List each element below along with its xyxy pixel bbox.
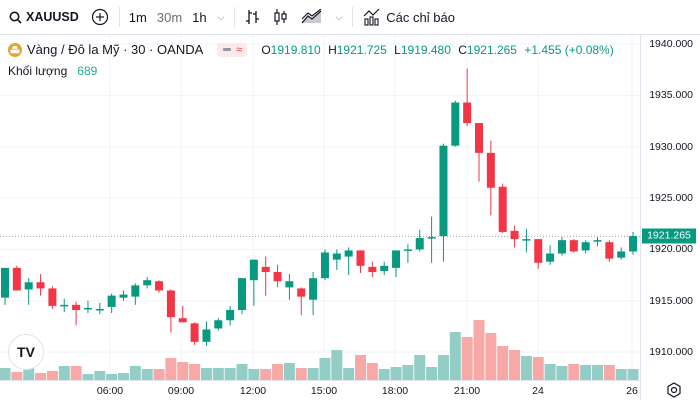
area-chart-type-button[interactable] <box>295 0 329 34</box>
price-axis-label: 1920.000 <box>649 243 693 256</box>
ohlc-values: O1919.810 H1921.725 L1919.480 C1921.265 … <box>261 43 617 57</box>
close-value: 1921.265 <box>466 42 517 57</box>
price-axis-label: 1940.000 <box>649 38 693 50</box>
price-axis-label: 1930.000 <box>649 140 693 153</box>
chevron-down-icon: ⌵ <box>335 11 343 22</box>
price-axis-label: 1910.000 <box>649 346 693 359</box>
open-key: O <box>261 42 271 57</box>
low-value: 1919.480 <box>400 42 451 57</box>
divider <box>234 7 236 27</box>
volume-label[interactable]: Khối lượng <box>8 64 68 78</box>
timeframe-1m[interactable]: 1m <box>124 0 152 34</box>
price-chart-canvas[interactable] <box>0 35 640 380</box>
candles-icon <box>274 9 288 25</box>
divider <box>352 7 354 27</box>
symbol-name: XAUUSD <box>26 10 79 24</box>
price-axis-label: 1925.000 <box>649 192 693 205</box>
price-axis-label: 1915.000 <box>649 294 693 307</box>
timeframe-1h[interactable]: 1h <box>187 0 211 34</box>
open-value: 1919.810 <box>270 42 321 57</box>
volume-legend: Khối lượng 689 <box>8 64 97 78</box>
time-axis[interactable]: 06:00 09:00 12:00 15:00 18:00 21:00 24 26 <box>0 380 640 401</box>
timeframe-label: 1h <box>192 9 207 25</box>
high-value: 1921.725 <box>336 42 387 57</box>
data-delayed-icon: ≈ <box>236 43 243 56</box>
bars-icon <box>246 10 260 24</box>
timeframe-label: 30m <box>156 9 183 25</box>
series-title[interactable]: Vàng / Đô la Mỹ · 30 · OANDA <box>27 42 204 57</box>
search-icon <box>9 11 22 24</box>
symbol-search-button[interactable]: XAUUSD <box>0 0 85 34</box>
price-axis[interactable]: 1921.265 1940.000 1935.000 1930.000 1925.00… <box>640 35 700 400</box>
divider <box>118 7 120 27</box>
time-axis-label: 24 <box>532 385 544 397</box>
price-axis-label: 1935.000 <box>649 89 693 102</box>
indicators-button[interactable]: Các chỉ báo <box>357 0 461 34</box>
high-key: H <box>328 42 337 57</box>
time-axis-label: 21:00 <box>453 385 481 397</box>
candles-chart-type-button[interactable] <box>267 0 295 34</box>
volume-value: 689 <box>77 64 98 78</box>
settings-gear-icon[interactable] <box>666 382 682 398</box>
area-chart-icon <box>301 9 322 24</box>
timeframe-30m[interactable]: 30m <box>152 0 187 34</box>
close-key: C <box>458 42 467 57</box>
indicators-icon <box>363 8 380 26</box>
tradingview-logo[interactable]: TV <box>8 334 44 370</box>
time-axis-label: 09:00 <box>167 385 195 397</box>
market-status-icon <box>223 48 232 51</box>
time-axis-label: 12:00 <box>239 385 267 397</box>
chart-type-dropdown-button[interactable]: ⌵ <box>329 0 348 34</box>
time-axis-label: 26 <box>626 385 638 397</box>
change-value: +1.455 (+0.08%) <box>524 42 614 57</box>
chevron-down-icon: ⌵ <box>217 11 225 22</box>
current-price-tag: 1921.265 <box>642 228 696 244</box>
series-status-pills[interactable]: ≈ <box>217 42 248 57</box>
compare-add-symbol-button[interactable] <box>85 0 115 34</box>
tv-logo-icon: TV <box>17 344 35 360</box>
low-key: L <box>394 42 401 57</box>
indicators-label: Các chỉ báo <box>386 9 455 25</box>
series-legend: Vàng / Đô la Mỹ · 30 · OANDA ≈ O1919.810… <box>8 42 618 57</box>
timeframe-label: 1m <box>128 9 147 25</box>
bars-chart-type-button[interactable] <box>239 0 267 34</box>
top-toolbar: XAUUSD 1m 30m 1h ⌵ ⌵ Các chỉ báo <box>0 0 700 35</box>
plus-circle-icon <box>91 8 108 26</box>
gold-symbol-icon <box>8 42 22 57</box>
time-axis-label: 06:00 <box>96 385 124 397</box>
timeframe-dropdown-button[interactable]: ⌵ <box>212 0 231 34</box>
time-axis-label: 18:00 <box>381 385 409 397</box>
time-axis-label: 15:00 <box>310 385 338 397</box>
